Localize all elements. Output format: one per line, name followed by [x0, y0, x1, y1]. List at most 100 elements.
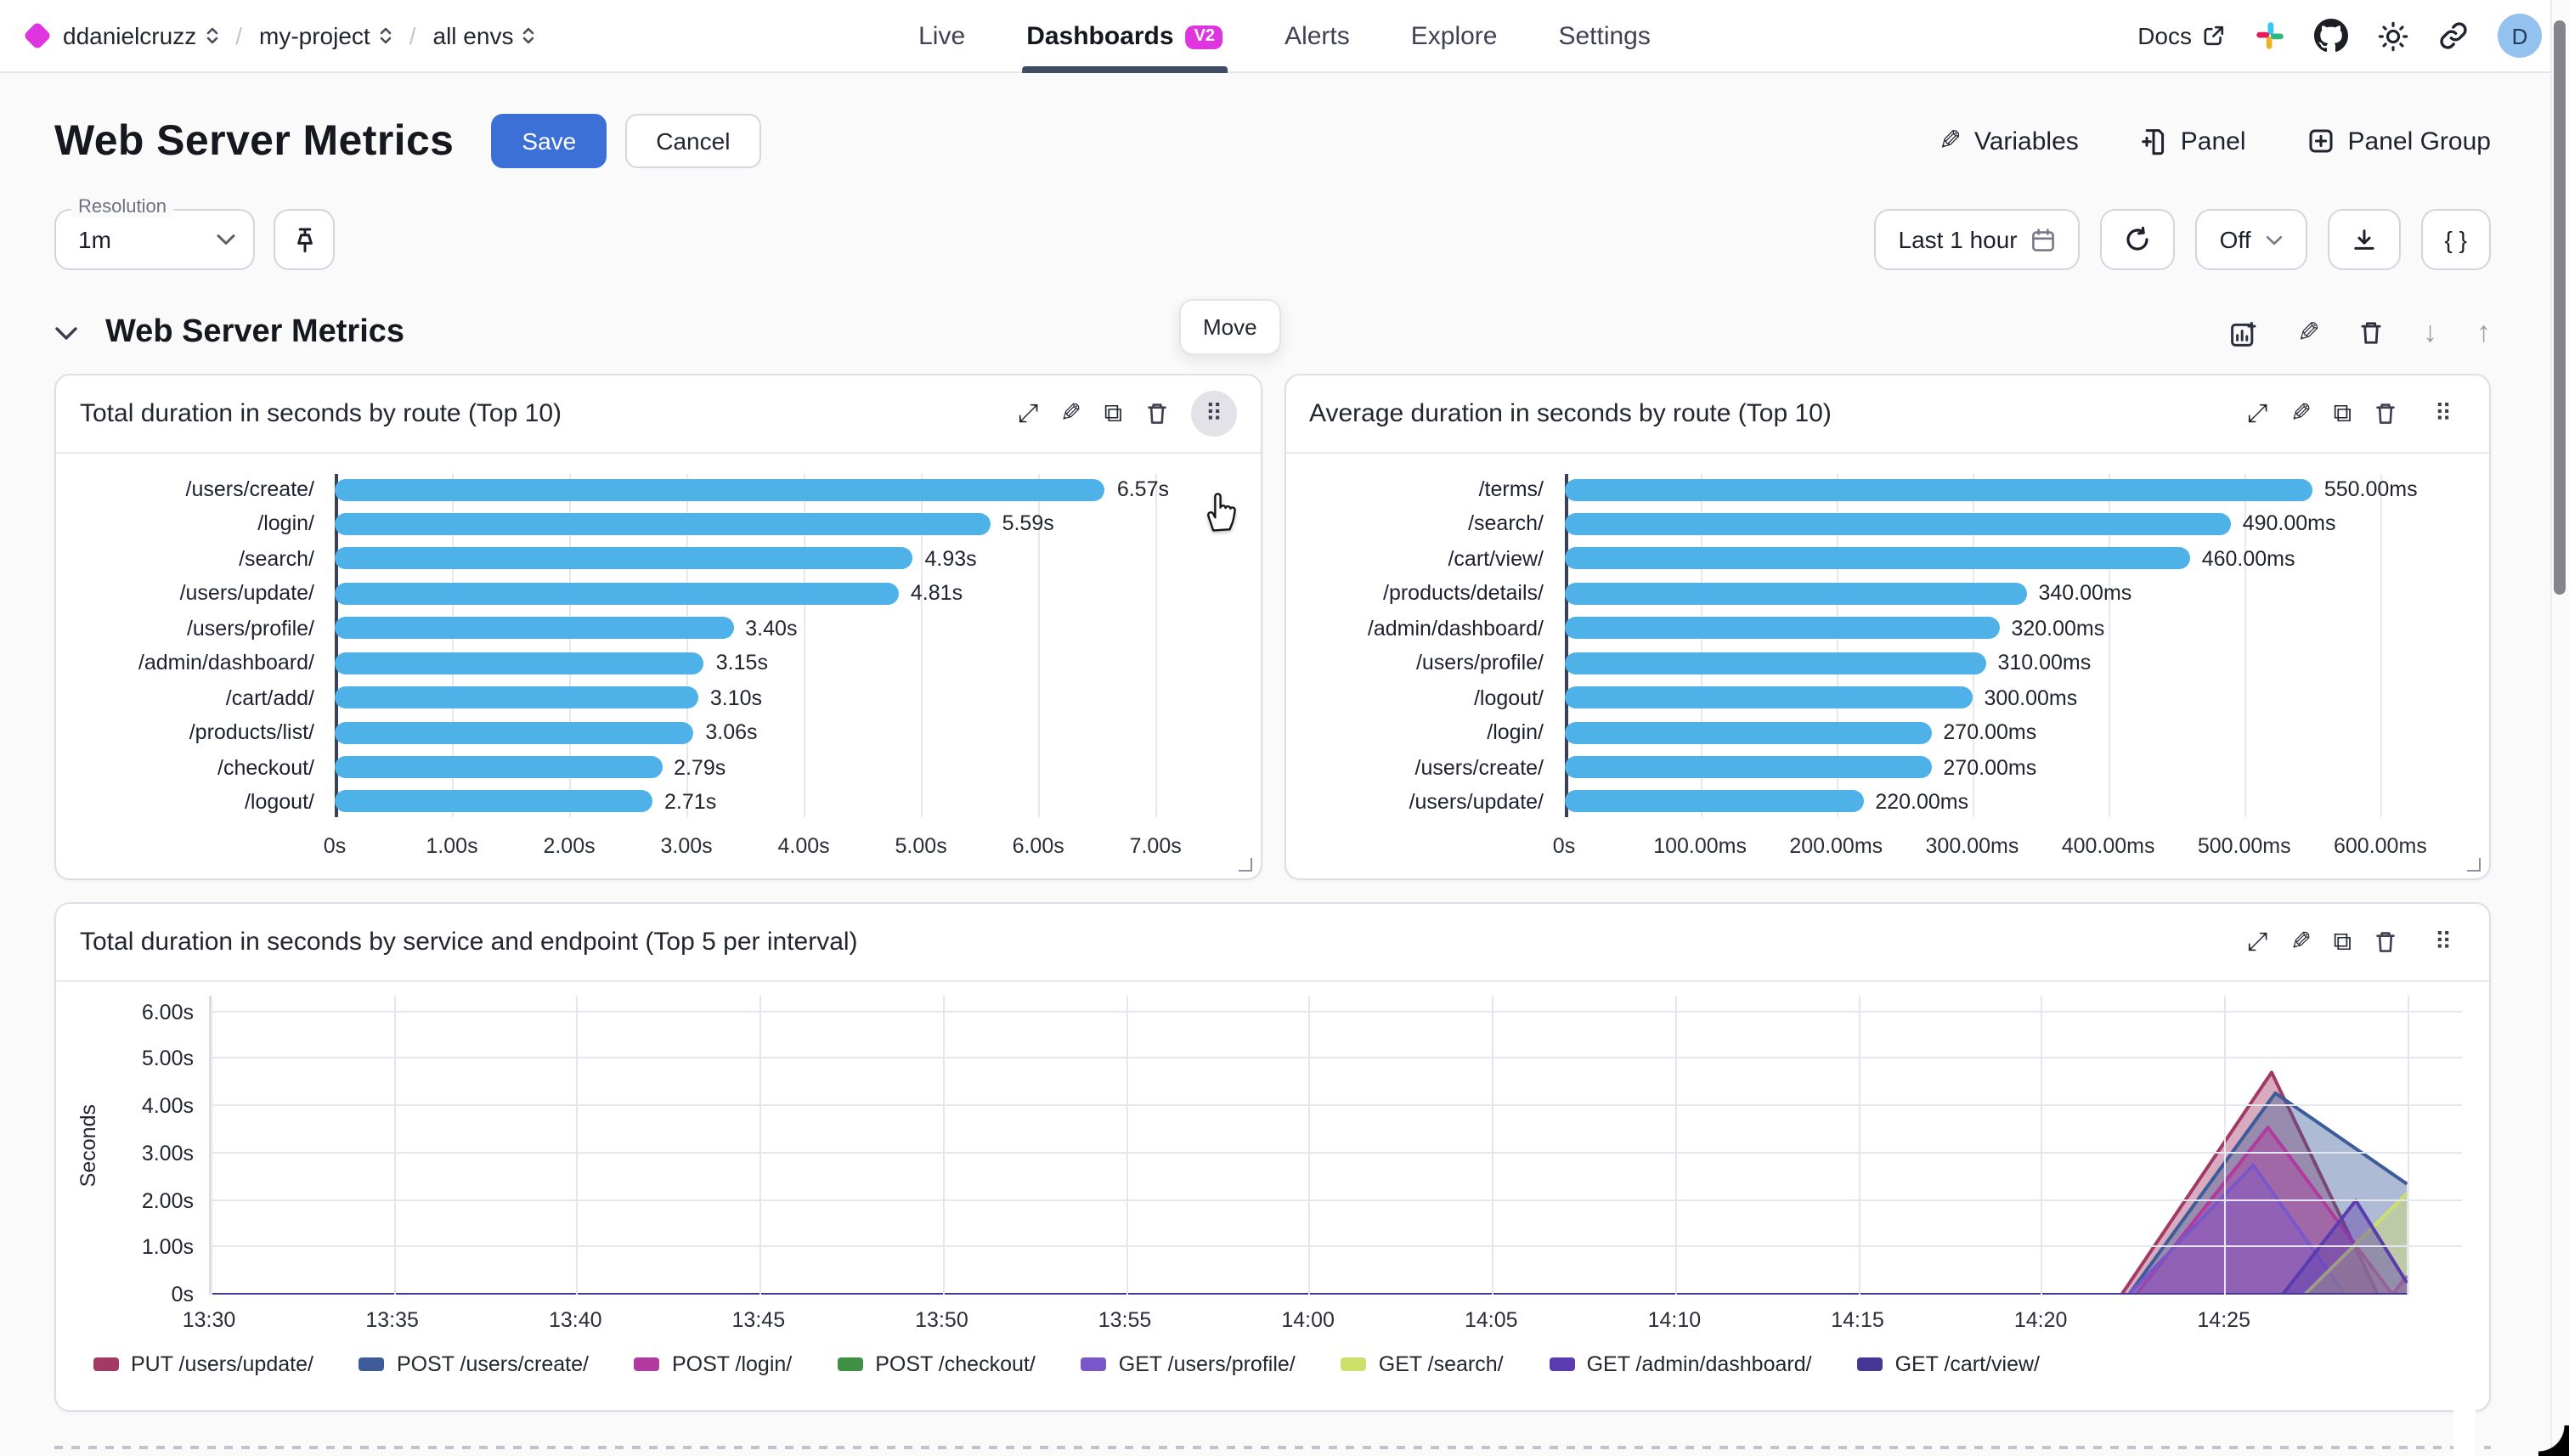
- delete-panel-icon[interactable]: [2374, 401, 2397, 426]
- add-panel-group-button[interactable]: Panel Group: [2307, 127, 2491, 155]
- bar[interactable]: [335, 756, 663, 778]
- page-scrollbar[interactable]: [2550, 0, 2569, 1456]
- bar[interactable]: [1564, 512, 2231, 535]
- add-chart-icon[interactable]: [2228, 319, 2257, 347]
- bar-category-label: /users/create/: [1414, 755, 1544, 779]
- gridline: [211, 1245, 2462, 1248]
- edit-panel-icon[interactable]: ✎: [1060, 398, 1082, 428]
- gridline: [211, 1199, 2462, 1201]
- edit-panel-icon[interactable]: ✎: [2290, 926, 2312, 957]
- bar[interactable]: [335, 582, 899, 605]
- auto-refresh-select[interactable]: Off: [2195, 209, 2307, 270]
- nav-tab-live[interactable]: Live: [918, 0, 965, 73]
- breadcrumb-env[interactable]: all envs: [433, 22, 536, 49]
- github-icon[interactable]: [2314, 19, 2348, 53]
- bar[interactable]: [1564, 617, 2000, 640]
- legend-item[interactable]: POST /login/: [634, 1352, 792, 1376]
- series-line: [211, 1165, 2407, 1295]
- add-panel-button[interactable]: Panel: [2140, 127, 2246, 155]
- bar[interactable]: [335, 790, 653, 813]
- nav-label: Settings: [1558, 22, 1651, 51]
- bar[interactable]: [1564, 547, 2190, 570]
- resize-handle[interactable]: [1238, 858, 1251, 872]
- panel-title: Average duration in seconds by route (To…: [1309, 399, 1832, 428]
- legend-item[interactable]: GET /admin/dashboard/: [1549, 1352, 1812, 1376]
- bar[interactable]: [1564, 478, 2312, 500]
- auto-refresh-value: Off: [2219, 226, 2251, 253]
- bar[interactable]: [335, 617, 734, 640]
- nav-tab-dashboards[interactable]: Dashboards V2: [1021, 0, 1228, 73]
- resolution-select[interactable]: Resolution 1m: [54, 197, 255, 270]
- bar-value-label: 320.00ms: [2011, 616, 2105, 641]
- pencil-icon: ✎: [1938, 124, 1961, 156]
- y-tick-label: 1.00s: [141, 1235, 194, 1260]
- x-tick-label: 13:50: [915, 1308, 968, 1332]
- legend-item[interactable]: POST /checkout/: [838, 1352, 1036, 1376]
- x-tick-label: 4.00s: [777, 834, 830, 858]
- slack-icon[interactable]: [2255, 20, 2285, 51]
- delete-section-icon[interactable]: [2358, 319, 2384, 347]
- expand-panel-icon[interactable]: ⤢: [2247, 398, 2268, 428]
- expand-panel-icon[interactable]: ⤢: [2247, 926, 2268, 957]
- bar[interactable]: [1564, 721, 1932, 744]
- scrollbar-thumb[interactable]: [2554, 20, 2566, 595]
- bar-category-label: /admin/dashboard/: [138, 651, 314, 675]
- nav-tab-alerts[interactable]: Alerts: [1284, 0, 1350, 73]
- move-section-up-icon[interactable]: ↑: [2476, 316, 2491, 348]
- drag-handle-icon[interactable]: ⠿: [2434, 928, 2453, 956]
- bar[interactable]: [1564, 686, 1973, 709]
- duplicate-panel-icon[interactable]: ⧉: [2333, 926, 2352, 957]
- resize-handle[interactable]: [2467, 858, 2481, 872]
- bar[interactable]: [335, 478, 1105, 500]
- bar[interactable]: [1564, 790, 1864, 813]
- bar-value-label: 300.00ms: [1984, 686, 2078, 710]
- time-range-button[interactable]: Last 1 hour: [1874, 209, 2081, 270]
- collapse-chevron-icon[interactable]: [54, 325, 78, 341]
- move-section-down-icon[interactable]: ↓: [2423, 316, 2437, 348]
- bar-row: /products/details/340.00ms: [1309, 582, 2455, 606]
- json-editor-button[interactable]: { }: [2420, 209, 2491, 270]
- bar[interactable]: [335, 512, 991, 535]
- bar[interactable]: [1564, 582, 2027, 605]
- bar[interactable]: [1564, 756, 1932, 778]
- x-tick-label: 14:05: [1464, 1308, 1518, 1332]
- variables-button[interactable]: ✎ Variables: [1938, 124, 2079, 156]
- bar[interactable]: [335, 547, 913, 570]
- breadcrumb-org[interactable]: ddanielcruzz: [63, 22, 218, 49]
- legend-item[interactable]: POST /users/create/: [359, 1352, 589, 1376]
- edit-panel-icon[interactable]: ✎: [2290, 398, 2312, 428]
- expand-panel-icon[interactable]: ⤢: [1018, 398, 1039, 428]
- cancel-button[interactable]: Cancel: [625, 114, 761, 168]
- legend-item[interactable]: PUT /users/update/: [93, 1352, 313, 1376]
- delete-panel-icon[interactable]: [1144, 401, 1168, 426]
- bar[interactable]: [335, 721, 694, 744]
- refresh-button[interactable]: [2100, 209, 2176, 270]
- legend-item[interactable]: GET /users/profile/: [1081, 1352, 1296, 1376]
- docs-link[interactable]: Docs: [2137, 22, 2226, 49]
- legend-swatch-icon: [1081, 1357, 1107, 1371]
- bar[interactable]: [1564, 652, 1986, 674]
- save-button[interactable]: Save: [491, 114, 607, 168]
- duplicate-panel-icon[interactable]: ⧉: [1104, 398, 1122, 428]
- delete-panel-icon[interactable]: [2374, 929, 2397, 955]
- duplicate-panel-icon[interactable]: ⧉: [2333, 398, 2352, 428]
- legend-item[interactable]: GET /cart/view/: [1857, 1352, 2040, 1376]
- legend: PUT /users/update/POST /users/create/POS…: [66, 1339, 2462, 1376]
- gridline: [1038, 474, 1041, 817]
- drag-handle-icon[interactable]: ⠿: [1190, 391, 1236, 437]
- bar[interactable]: [335, 652, 704, 674]
- variables-label: Variables: [1973, 127, 2079, 155]
- pin-filter-button[interactable]: [274, 209, 335, 270]
- theme-brightness-icon[interactable]: [2377, 20, 2409, 52]
- link-icon[interactable]: [2438, 20, 2469, 51]
- panel-duration-by-service-endpoint: Total duration in seconds by service and…: [54, 902, 2491, 1412]
- bar[interactable]: [335, 686, 698, 709]
- user-avatar[interactable]: D: [2498, 14, 2542, 58]
- legend-item[interactable]: GET /search/: [1341, 1352, 1504, 1376]
- breadcrumb-project[interactable]: my-project: [259, 22, 392, 49]
- nav-tab-explore[interactable]: Explore: [1411, 0, 1498, 73]
- drag-handle-icon[interactable]: ⠿: [2434, 400, 2453, 427]
- download-button[interactable]: [2327, 209, 2401, 270]
- nav-tab-settings[interactable]: Settings: [1558, 0, 1650, 73]
- edit-section-icon[interactable]: ✎: [2296, 316, 2319, 348]
